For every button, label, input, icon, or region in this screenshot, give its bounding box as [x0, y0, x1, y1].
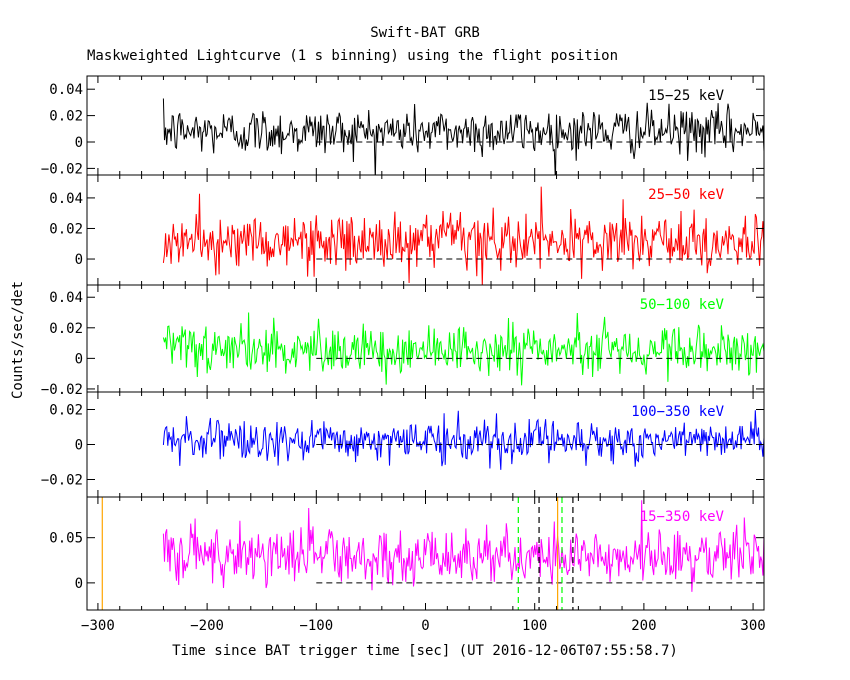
- y-tick-label: 0: [75, 252, 83, 268]
- panel-15-350-kev: 0 0.05 15−350 keV: [49, 496, 765, 611]
- y-tick-label: 0: [75, 438, 83, 454]
- y-tick-label: 0.05: [49, 531, 83, 547]
- panel-100-350-kev: −0.02 0 0.02 100−350 keV: [41, 391, 765, 498]
- band-label: 25−50 keV: [648, 187, 724, 203]
- x-tick-label: 300: [740, 618, 765, 634]
- lightcurve-series: [162, 186, 764, 285]
- y-tick-label: 0.04: [49, 82, 83, 98]
- band-label: 15−25 keV: [648, 88, 724, 104]
- band-label: 100−350 keV: [631, 404, 724, 420]
- y-tick-label: 0.02: [49, 403, 83, 419]
- panel-50-100-kev: −0.02 0 0.02 0.04 50−100 keV: [41, 284, 765, 398]
- x-tick-label: −300: [81, 618, 115, 634]
- y-tick-label: 0: [75, 351, 83, 367]
- y-tick-label: 0: [75, 135, 83, 151]
- panel-25-50-kev: 0 0.02 0.04 25−50 keV: [49, 174, 765, 286]
- band-label: 50−100 keV: [640, 297, 725, 313]
- x-tick-label: −200: [190, 618, 224, 634]
- y-tick-label: −0.02: [41, 473, 83, 489]
- y-tick-label: 0.02: [49, 109, 83, 125]
- x-tick-label: 200: [631, 618, 656, 634]
- y-tick-label: 0.02: [49, 321, 83, 337]
- y-tick-label: 0.04: [49, 191, 83, 207]
- panels-group: −0.02 0 0.02 0.04 15−25 keV 0 0.02 0.04 25−50 ke…: [41, 75, 766, 634]
- y-tick-label: −0.02: [41, 382, 83, 398]
- x-tick-label: 100: [522, 618, 547, 634]
- y-axis-label: Counts/sec/det: [10, 281, 26, 399]
- y-tick-label: 0.02: [49, 221, 83, 237]
- lightcurve-series: [162, 98, 764, 175]
- x-tick-label: −100: [299, 618, 333, 634]
- chart-subtitle: Maskweighted Lightcurve (1 s binning) us…: [87, 48, 618, 64]
- chart-title: Swift-BAT GRB: [370, 25, 480, 41]
- y-tick-label: 0.04: [49, 290, 83, 306]
- y-tick-label: 0: [75, 576, 83, 592]
- lightcurve-series: [162, 410, 764, 470]
- y-tick-label: −0.02: [41, 161, 83, 177]
- x-axis-label: Time since BAT trigger time [sec] (UT 20…: [172, 643, 678, 659]
- lightcurve-series: [162, 500, 764, 592]
- x-tick-label: 0: [421, 618, 429, 634]
- band-label: 15−350 keV: [640, 509, 725, 525]
- panel-15-25-kev: −0.02 0 0.02 0.04 15−25 keV: [41, 75, 765, 177]
- lightcurve-series: [162, 312, 764, 386]
